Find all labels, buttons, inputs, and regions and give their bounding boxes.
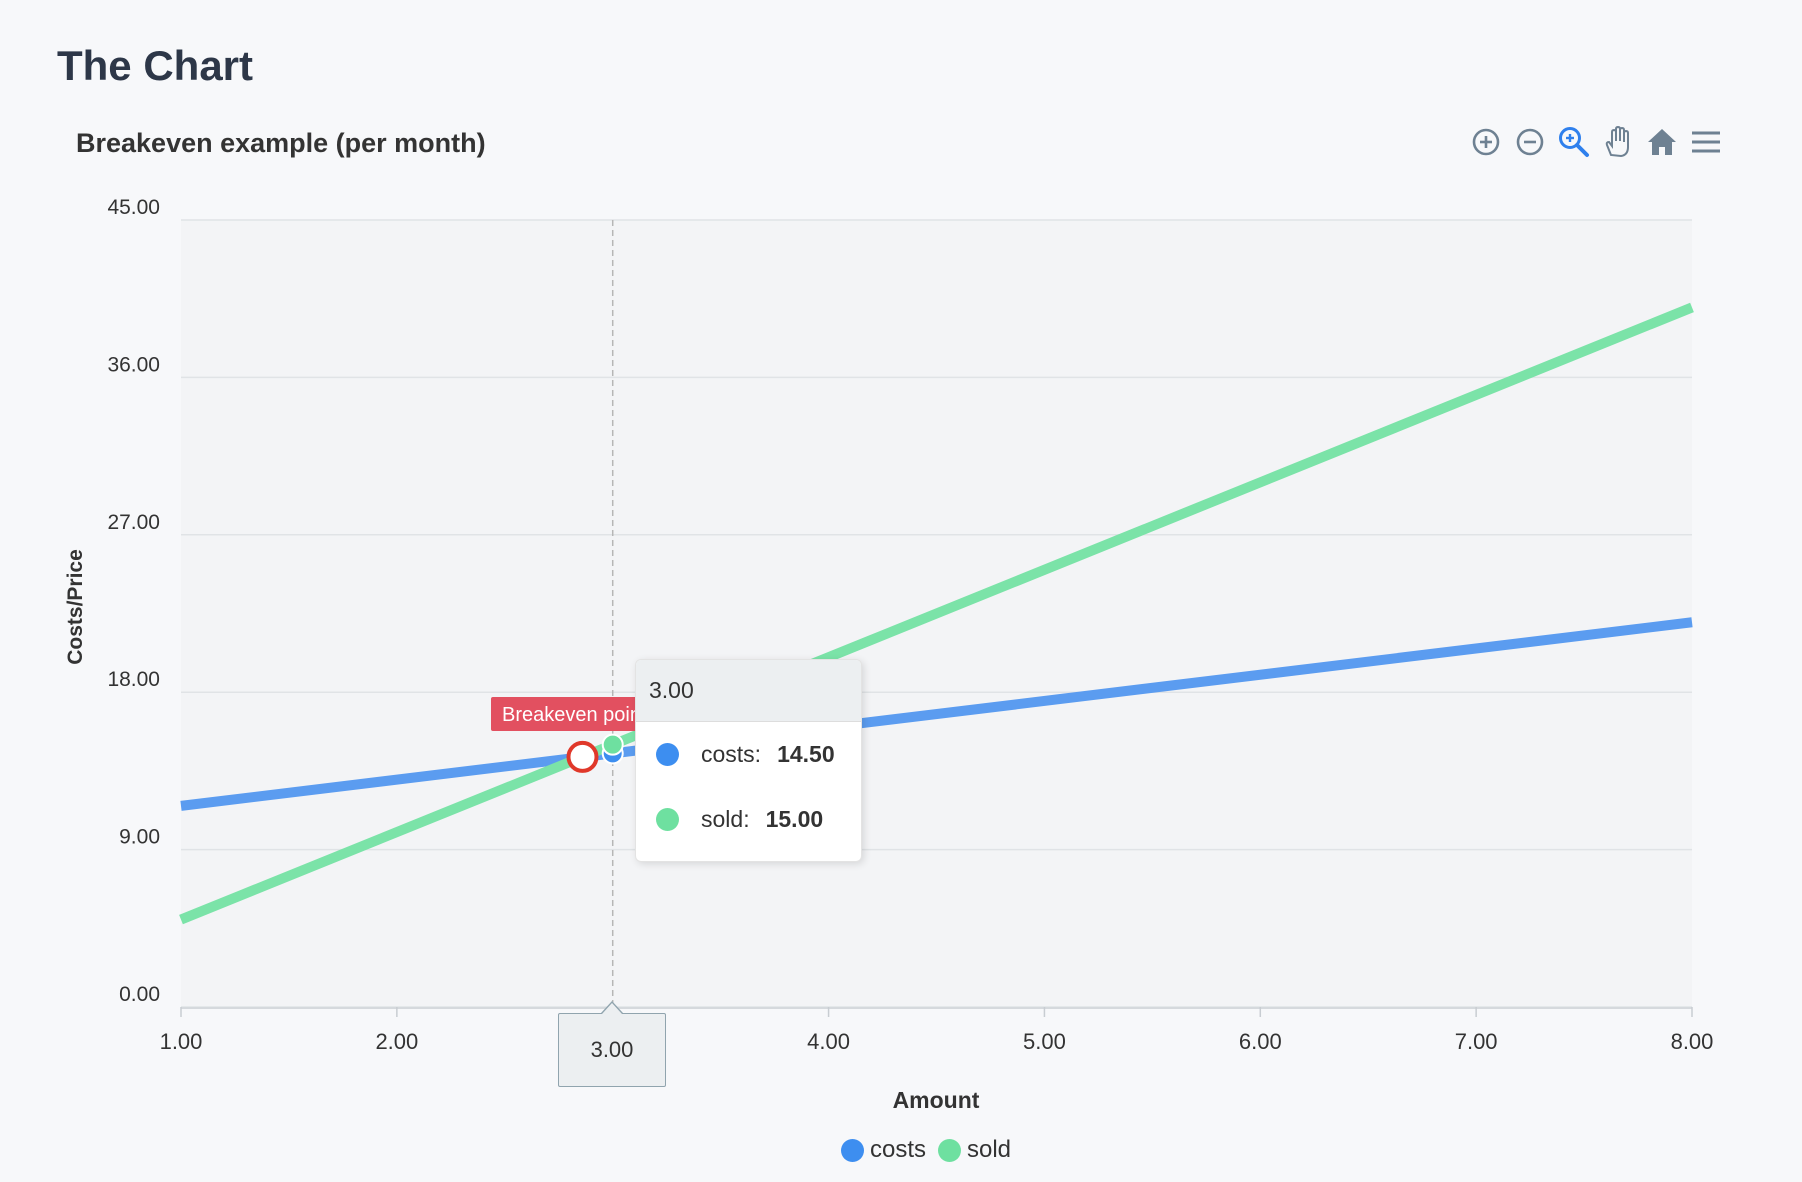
zoom-out-icon bbox=[1516, 128, 1544, 156]
y-axis-title: Costs/Price bbox=[64, 549, 87, 665]
pan-button[interactable] bbox=[1598, 122, 1638, 162]
x-axis-title: Amount bbox=[893, 1087, 980, 1113]
x-tick-label: 2.00 bbox=[375, 1029, 418, 1054]
y-tick-label: 18.00 bbox=[107, 668, 160, 691]
chart-container: 0.00 9.00 18.00 27.00 36.00 45.00 1.00 2.00 4.00… bbox=[0, 110, 1802, 1182]
zoom-in-icon bbox=[1472, 128, 1500, 156]
y-tick-label: 9.00 bbox=[119, 826, 160, 849]
legend-sold-marker bbox=[937, 1138, 961, 1162]
crosshair-x-label: 3.00 bbox=[558, 1013, 666, 1087]
chart-svg[interactable]: 0.00 9.00 18.00 27.00 36.00 45.00 1.00 2.00 4.00… bbox=[0, 110, 1802, 1182]
chart-tooltip: 3.00 costs: 14.50 sold: 15.00 bbox=[635, 659, 862, 862]
x-tick-label: 5.00 bbox=[1023, 1029, 1066, 1054]
annotation-label-box bbox=[491, 697, 675, 731]
y-tick-label: 27.00 bbox=[107, 511, 160, 534]
zoom-out-button[interactable] bbox=[1510, 122, 1550, 162]
page-title: The Chart bbox=[57, 42, 254, 89]
zoom-in-button[interactable] bbox=[1466, 122, 1506, 162]
reset-home-icon bbox=[1648, 129, 1676, 155]
legend-item-costs[interactable]: costs bbox=[840, 1136, 926, 1164]
y-tick-label: 36.00 bbox=[107, 353, 160, 376]
tooltip-costs-label: costs: bbox=[701, 741, 762, 767]
crosshair-label-arrow-fill bbox=[602, 1003, 622, 1014]
x-tick-label: 8.00 bbox=[1671, 1029, 1714, 1054]
legend-costs-label: costs bbox=[869, 1136, 926, 1163]
tooltip-row-costs: costs: 14.50 bbox=[636, 722, 861, 787]
legend-costs-marker bbox=[840, 1138, 864, 1162]
pan-hand-icon bbox=[1605, 125, 1629, 158]
tooltip-row-sold: sold: 15.00 bbox=[636, 787, 861, 852]
tooltip-sold-marker bbox=[656, 808, 679, 831]
tooltip-sold-label: sold: bbox=[701, 806, 750, 832]
annotation-point-marker bbox=[566, 740, 599, 773]
tooltip-costs-marker bbox=[656, 743, 679, 766]
tooltip-costs-value: 14.50 bbox=[777, 741, 835, 767]
y-tick-label: 0.00 bbox=[119, 983, 160, 1006]
legend-item-sold[interactable]: sold bbox=[937, 1136, 1012, 1164]
hover-marker-sold bbox=[601, 733, 624, 756]
x-tick-label: 1.00 bbox=[160, 1029, 203, 1054]
selection-zoom-button[interactable] bbox=[1554, 122, 1594, 162]
chart-legend: costs sold bbox=[0, 1130, 1802, 1170]
series-line-costs[interactable] bbox=[180, 617, 1693, 811]
menu-icon bbox=[1692, 131, 1720, 153]
y-tick-label: 45.00 bbox=[107, 196, 160, 219]
tooltip-title: 3.00 bbox=[636, 660, 861, 722]
x-tick-label: 4.00 bbox=[807, 1029, 850, 1054]
chart-toolbar bbox=[1466, 122, 1726, 162]
annotation-label-text: Breakeven point bbox=[502, 704, 647, 726]
chart-title: Breakeven example (per month) bbox=[76, 128, 486, 158]
x-tick-label: 7.00 bbox=[1455, 1029, 1498, 1054]
menu-button[interactable] bbox=[1686, 122, 1726, 162]
tooltip-sold-value: 15.00 bbox=[765, 806, 824, 832]
x-tick-label: 6.00 bbox=[1239, 1029, 1282, 1054]
selection-zoom-icon bbox=[1559, 127, 1589, 157]
legend-sold-label: sold bbox=[966, 1136, 1012, 1163]
reset-zoom-button[interactable] bbox=[1642, 122, 1682, 162]
series-line-sold[interactable] bbox=[179, 302, 1694, 925]
